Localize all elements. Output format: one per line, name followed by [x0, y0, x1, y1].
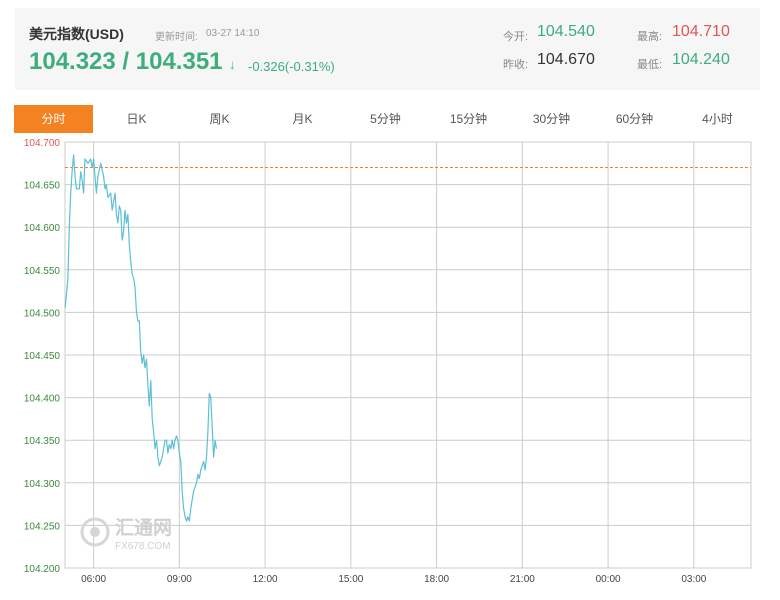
- x-tick-label: 18:00: [424, 574, 449, 585]
- y-tick-label: 104.550: [24, 266, 61, 277]
- y-tick-label: 104.600: [24, 223, 61, 234]
- watermark-logo-dot-icon: [90, 527, 100, 537]
- low-value: 104.240: [672, 51, 730, 68]
- y-tick-label: 104.450: [24, 351, 61, 362]
- high-value: 104.710: [672, 23, 730, 40]
- y-tick-label: 104.300: [24, 479, 61, 490]
- y-tick-labels: 104.700 104.650 104.600 104.550 104.500 104.4…: [24, 138, 61, 575]
- tab-5min[interactable]: 5分钟: [370, 112, 401, 126]
- y-tick-label: 104.200: [24, 564, 61, 575]
- x-tick-labels: 06:00 09:00 12:00 15:00 18:00 21:00 00:00 03:00: [81, 574, 707, 585]
- price-change: -0.326(-0.31%): [248, 59, 335, 74]
- watermark-logo-icon: [80, 517, 110, 547]
- x-tick-label: 06:00: [81, 574, 106, 585]
- y-tick-label: 104.400: [24, 394, 61, 405]
- high-label: 最高:: [637, 31, 663, 43]
- tab-daily-k[interactable]: 日K: [126, 112, 147, 126]
- y-tick-label: 104.250: [24, 521, 61, 532]
- y-tick-label: 104.650: [24, 181, 61, 192]
- intraday-chart: 汇通网 FX678.COM 104.700 104.650 104.600 104.5…: [24, 138, 752, 585]
- low-label: 最低:: [637, 59, 663, 71]
- instrument-name: 美元指数(USD): [29, 26, 124, 42]
- tab-intraday[interactable]: 分时: [14, 105, 93, 133]
- tab-monthly-k[interactable]: 月K: [292, 112, 313, 126]
- x-tick-label: 00:00: [596, 574, 621, 585]
- prev-close-label: 昨收:: [503, 59, 529, 71]
- y-tick-label: 104.700: [24, 138, 61, 149]
- watermark-text: 汇通网: [115, 517, 172, 539]
- tab-30min[interactable]: 30分钟: [532, 112, 571, 126]
- prev-close-value: 104.670: [537, 51, 595, 68]
- tab-15min[interactable]: 15分钟: [449, 112, 488, 126]
- open-value: 104.540: [537, 23, 595, 40]
- y-tick-label: 104.350: [24, 436, 61, 447]
- bid-ask-price: 104.323 / 104.351: [29, 48, 223, 75]
- quote-panel: 美元指数(USD) 更新时间: 03-27 14:10 104.323 / 10…: [15, 8, 760, 90]
- x-tick-label: 03:00: [681, 574, 706, 585]
- timeframe-tabs: 分时 日K 周K 月K 5分钟 15分钟 30分钟 60分钟 4小时: [14, 105, 760, 133]
- tab-60min[interactable]: 60分钟: [615, 112, 654, 126]
- y-tick-label: 104.500: [24, 308, 61, 319]
- watermark: 汇通网 FX678.COM: [80, 517, 172, 552]
- update-time-label: 更新时间:: [155, 32, 198, 43]
- tab-weekly-k[interactable]: 周K: [209, 112, 230, 126]
- x-tick-label: 09:00: [167, 574, 192, 585]
- open-label: 今开:: [503, 31, 529, 43]
- down-arrow-icon: ↓: [229, 57, 236, 72]
- series-layer: [64, 154, 218, 522]
- watermark-sub: FX678.COM: [115, 541, 171, 552]
- update-time: 03-27 14:10: [206, 28, 260, 39]
- price-series-line: [64, 154, 218, 522]
- tab-4hour[interactable]: 4小时: [702, 112, 733, 126]
- x-tick-label: 15:00: [338, 574, 363, 585]
- x-tick-label: 12:00: [253, 574, 278, 585]
- chart-grid: [64, 141, 752, 569]
- x-tick-label: 21:00: [510, 574, 535, 585]
